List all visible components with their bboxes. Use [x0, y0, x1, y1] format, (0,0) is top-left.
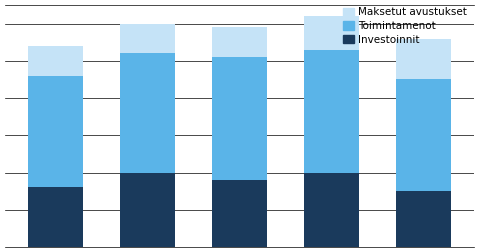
- Bar: [396, 191, 451, 247]
- Legend: Maksetut avustukset, Toimintamenot, Investoinnit: Maksetut avustukset, Toimintamenot, Inve…: [342, 5, 469, 47]
- Bar: [396, 39, 451, 79]
- Bar: [120, 173, 175, 247]
- Bar: [212, 57, 267, 180]
- Bar: [304, 173, 359, 247]
- Bar: [304, 50, 359, 173]
- Bar: [120, 53, 175, 173]
- Bar: [28, 46, 83, 76]
- Bar: [28, 187, 83, 247]
- Bar: [212, 180, 267, 247]
- Bar: [396, 79, 451, 191]
- Bar: [120, 24, 175, 53]
- Bar: [212, 27, 267, 57]
- Bar: [28, 76, 83, 187]
- Bar: [304, 16, 359, 50]
